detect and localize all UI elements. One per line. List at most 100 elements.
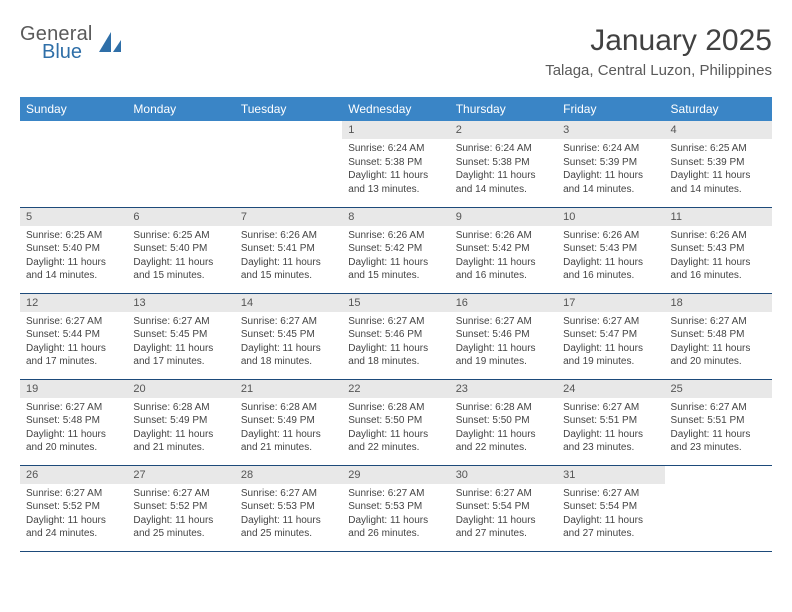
sunrise-text: Sunrise: 6:27 AM: [26, 401, 121, 415]
weekday-header: Monday: [127, 97, 234, 121]
daylight-text: Daylight: 11 hours and 23 minutes.: [563, 428, 658, 455]
sunset-text: Sunset: 5:49 PM: [241, 414, 336, 428]
day-content: Sunrise: 6:27 AMSunset: 5:51 PMDaylight:…: [665, 398, 772, 459]
sunrise-text: Sunrise: 6:26 AM: [241, 229, 336, 243]
sunrise-text: Sunrise: 6:25 AM: [26, 229, 121, 243]
sunset-text: Sunset: 5:42 PM: [456, 242, 551, 256]
daylight-text: Daylight: 11 hours and 16 minutes.: [671, 256, 766, 283]
day-content: Sunrise: 6:26 AMSunset: 5:42 PMDaylight:…: [450, 226, 557, 287]
day-number: 14: [235, 294, 342, 312]
day-number: 7: [235, 208, 342, 226]
sunrise-text: Sunrise: 6:28 AM: [241, 401, 336, 415]
daylight-text: Daylight: 11 hours and 22 minutes.: [348, 428, 443, 455]
sunrise-text: Sunrise: 6:27 AM: [348, 487, 443, 501]
day-content: Sunrise: 6:26 AMSunset: 5:41 PMDaylight:…: [235, 226, 342, 287]
calendar-cell: 7Sunrise: 6:26 AMSunset: 5:41 PMDaylight…: [235, 207, 342, 293]
calendar-cell: 11Sunrise: 6:26 AMSunset: 5:43 PMDayligh…: [665, 207, 772, 293]
day-content: Sunrise: 6:27 AMSunset: 5:53 PMDaylight:…: [235, 484, 342, 545]
day-number: 4: [665, 121, 772, 139]
sunset-text: Sunset: 5:41 PM: [241, 242, 336, 256]
sunset-text: Sunset: 5:46 PM: [348, 328, 443, 342]
day-content: Sunrise: 6:27 AMSunset: 5:46 PMDaylight:…: [342, 312, 449, 373]
sunset-text: Sunset: 5:39 PM: [671, 156, 766, 170]
sunset-text: Sunset: 5:40 PM: [26, 242, 121, 256]
calendar-cell: 31Sunrise: 6:27 AMSunset: 5:54 PMDayligh…: [557, 465, 664, 551]
day-number: 28: [235, 466, 342, 484]
day-content: Sunrise: 6:28 AMSunset: 5:50 PMDaylight:…: [342, 398, 449, 459]
calendar-cell: 12Sunrise: 6:27 AMSunset: 5:44 PMDayligh…: [20, 293, 127, 379]
day-content: Sunrise: 6:24 AMSunset: 5:39 PMDaylight:…: [557, 139, 664, 200]
day-content: Sunrise: 6:28 AMSunset: 5:49 PMDaylight:…: [235, 398, 342, 459]
calendar-cell: 23Sunrise: 6:28 AMSunset: 5:50 PMDayligh…: [450, 379, 557, 465]
calendar-cell: 8Sunrise: 6:26 AMSunset: 5:42 PMDaylight…: [342, 207, 449, 293]
daylight-text: Daylight: 11 hours and 15 minutes.: [348, 256, 443, 283]
day-content: Sunrise: 6:27 AMSunset: 5:52 PMDaylight:…: [127, 484, 234, 545]
daylight-text: Daylight: 11 hours and 18 minutes.: [241, 342, 336, 369]
logo: General Blue: [20, 24, 123, 62]
day-content: Sunrise: 6:27 AMSunset: 5:54 PMDaylight:…: [450, 484, 557, 545]
sunset-text: Sunset: 5:43 PM: [671, 242, 766, 256]
day-content: Sunrise: 6:26 AMSunset: 5:43 PMDaylight:…: [557, 226, 664, 287]
calendar-cell: 19Sunrise: 6:27 AMSunset: 5:48 PMDayligh…: [20, 379, 127, 465]
daylight-text: Daylight: 11 hours and 14 minutes.: [563, 169, 658, 196]
day-number: 29: [342, 466, 449, 484]
weekday-header: Tuesday: [235, 97, 342, 121]
day-content: Sunrise: 6:27 AMSunset: 5:48 PMDaylight:…: [20, 398, 127, 459]
day-number: 5: [20, 208, 127, 226]
day-number: 6: [127, 208, 234, 226]
day-number: 17: [557, 294, 664, 312]
sunrise-text: Sunrise: 6:26 AM: [348, 229, 443, 243]
day-number: [665, 466, 772, 484]
sunset-text: Sunset: 5:51 PM: [671, 414, 766, 428]
calendar-cell: 9Sunrise: 6:26 AMSunset: 5:42 PMDaylight…: [450, 207, 557, 293]
daylight-text: Daylight: 11 hours and 24 minutes.: [26, 514, 121, 541]
day-content: Sunrise: 6:27 AMSunset: 5:54 PMDaylight:…: [557, 484, 664, 545]
sunrise-text: Sunrise: 6:27 AM: [133, 315, 228, 329]
daylight-text: Daylight: 11 hours and 15 minutes.: [241, 256, 336, 283]
daylight-text: Daylight: 11 hours and 13 minutes.: [348, 169, 443, 196]
sunset-text: Sunset: 5:45 PM: [241, 328, 336, 342]
daylight-text: Daylight: 11 hours and 16 minutes.: [456, 256, 551, 283]
daylight-text: Daylight: 11 hours and 27 minutes.: [563, 514, 658, 541]
sunset-text: Sunset: 5:48 PM: [26, 414, 121, 428]
calendar-cell: 10Sunrise: 6:26 AMSunset: 5:43 PMDayligh…: [557, 207, 664, 293]
calendar-cell: 28Sunrise: 6:27 AMSunset: 5:53 PMDayligh…: [235, 465, 342, 551]
daylight-text: Daylight: 11 hours and 17 minutes.: [133, 342, 228, 369]
day-number: [20, 121, 127, 139]
calendar-cell: 27Sunrise: 6:27 AMSunset: 5:52 PMDayligh…: [127, 465, 234, 551]
sunrise-text: Sunrise: 6:27 AM: [348, 315, 443, 329]
day-number: 1: [342, 121, 449, 139]
sunset-text: Sunset: 5:53 PM: [348, 500, 443, 514]
weekday-header: Sunday: [20, 97, 127, 121]
daylight-text: Daylight: 11 hours and 25 minutes.: [241, 514, 336, 541]
calendar-cell: 16Sunrise: 6:27 AMSunset: 5:46 PMDayligh…: [450, 293, 557, 379]
sunrise-text: Sunrise: 6:27 AM: [241, 315, 336, 329]
day-number: 9: [450, 208, 557, 226]
sunset-text: Sunset: 5:53 PM: [241, 500, 336, 514]
day-number: 16: [450, 294, 557, 312]
sunrise-text: Sunrise: 6:27 AM: [133, 487, 228, 501]
sunset-text: Sunset: 5:50 PM: [348, 414, 443, 428]
day-number: 18: [665, 294, 772, 312]
sunset-text: Sunset: 5:54 PM: [456, 500, 551, 514]
sunrise-text: Sunrise: 6:26 AM: [563, 229, 658, 243]
logo-word-blue: Blue: [42, 42, 93, 62]
sunset-text: Sunset: 5:40 PM: [133, 242, 228, 256]
daylight-text: Daylight: 11 hours and 19 minutes.: [563, 342, 658, 369]
sunrise-text: Sunrise: 6:27 AM: [26, 487, 121, 501]
daylight-text: Daylight: 11 hours and 27 minutes.: [456, 514, 551, 541]
daylight-text: Daylight: 11 hours and 15 minutes.: [133, 256, 228, 283]
calendar-cell: 20Sunrise: 6:28 AMSunset: 5:49 PMDayligh…: [127, 379, 234, 465]
sunset-text: Sunset: 5:51 PM: [563, 414, 658, 428]
day-number: 12: [20, 294, 127, 312]
day-number: 27: [127, 466, 234, 484]
calendar-cell: 21Sunrise: 6:28 AMSunset: 5:49 PMDayligh…: [235, 379, 342, 465]
day-number: 24: [557, 380, 664, 398]
day-number: 30: [450, 466, 557, 484]
sunrise-text: Sunrise: 6:24 AM: [563, 142, 658, 156]
daylight-text: Daylight: 11 hours and 17 minutes.: [26, 342, 121, 369]
sunset-text: Sunset: 5:52 PM: [26, 500, 121, 514]
sunrise-text: Sunrise: 6:28 AM: [456, 401, 551, 415]
calendar-cell: [127, 121, 234, 207]
sunrise-text: Sunrise: 6:28 AM: [133, 401, 228, 415]
